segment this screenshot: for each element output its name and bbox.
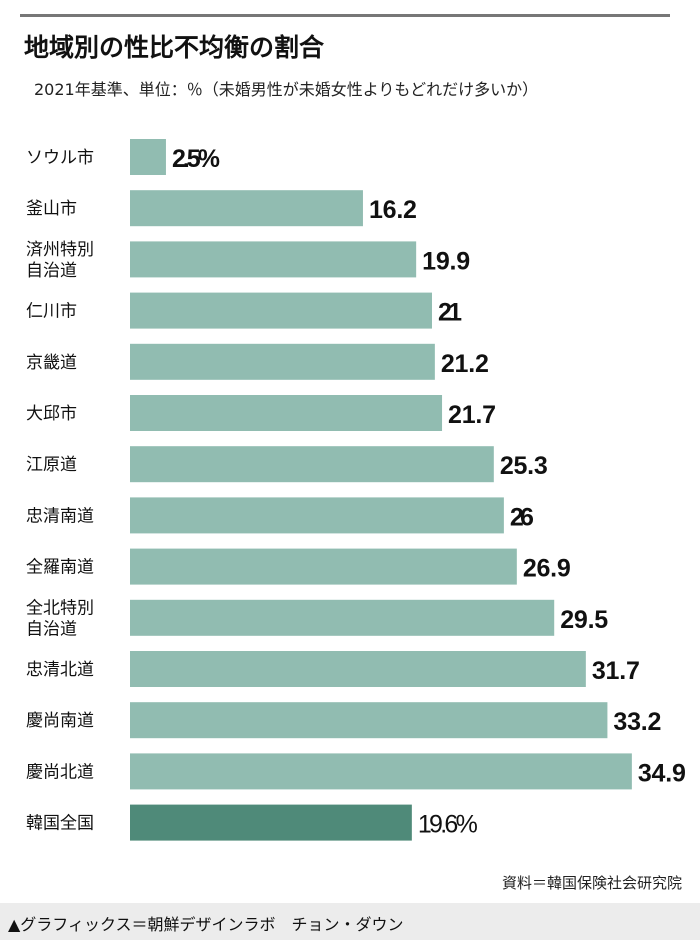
bar [130,702,608,739]
chart-subtitle: 2021年基準、単位：％（未婚男性が未婚女性よりもどれだけ多いか） [34,80,539,99]
category-label: 京畿道 [26,353,77,373]
value-label: 26.9 [523,555,571,583]
credit-bar: ▲グラフィックス＝朝鮮デザインラボ チョン・ダウン [0,903,700,940]
bar [130,343,435,380]
category-label: 仁川市 [26,302,77,322]
bar [130,241,417,278]
bar [130,395,443,431]
value-label: 16.2 [369,196,417,224]
value-label: 21 [438,299,462,327]
category-label: 済州特別自治道 [26,240,94,281]
value-label: 29.5 [560,606,608,634]
bar [130,548,517,585]
bar [130,139,166,175]
bar [130,804,412,841]
value-label: 34.9 [638,759,686,787]
category-label: 大邱市 [26,404,77,424]
bar [130,599,555,636]
category-label: 慶尚北道 [26,762,94,782]
value-label: 21.2 [441,350,489,378]
top-rule [20,14,670,17]
chart-title: 地域別の性比不均衡の割合 [24,33,325,62]
category-label: 韓国全国 [26,814,94,834]
bar [130,190,363,227]
value-label: 19.9 [422,247,470,275]
category-label: 全羅南道 [26,558,94,578]
value-label: 33.2 [613,708,661,736]
bar [130,292,432,329]
value-label: 26 [510,503,534,531]
value-label: 19.6% [418,811,478,839]
category-label: 忠清北道 [26,660,94,680]
source-note: 資料＝韓国保険社会研究院 [501,874,682,892]
category-label: 忠清南道 [26,506,94,526]
bar [130,651,586,687]
category-label: 全北特別自治道 [26,598,94,639]
category-label: ソウル市 [26,148,94,168]
value-label: 25.3 [500,452,548,480]
credit-text: ▲グラフィックス＝朝鮮デザインラボ チョン・ダウン [8,915,404,934]
category-label: 慶尚南道 [26,711,94,731]
bar [130,753,632,790]
value-label: 31.7 [592,657,640,685]
value-label: 21.7 [448,401,496,429]
value-label: 2.5% [172,145,220,173]
bar [130,497,504,534]
category-label: 釜山市 [26,199,77,219]
category-label: 江原道 [26,455,77,475]
bar [130,446,494,483]
bar-chart: ソウル市 2.5% 釜山市 16.2 済州特別自治道 19.9 仁川市 21 京畿道 21.2 大邱… [26,139,686,841]
